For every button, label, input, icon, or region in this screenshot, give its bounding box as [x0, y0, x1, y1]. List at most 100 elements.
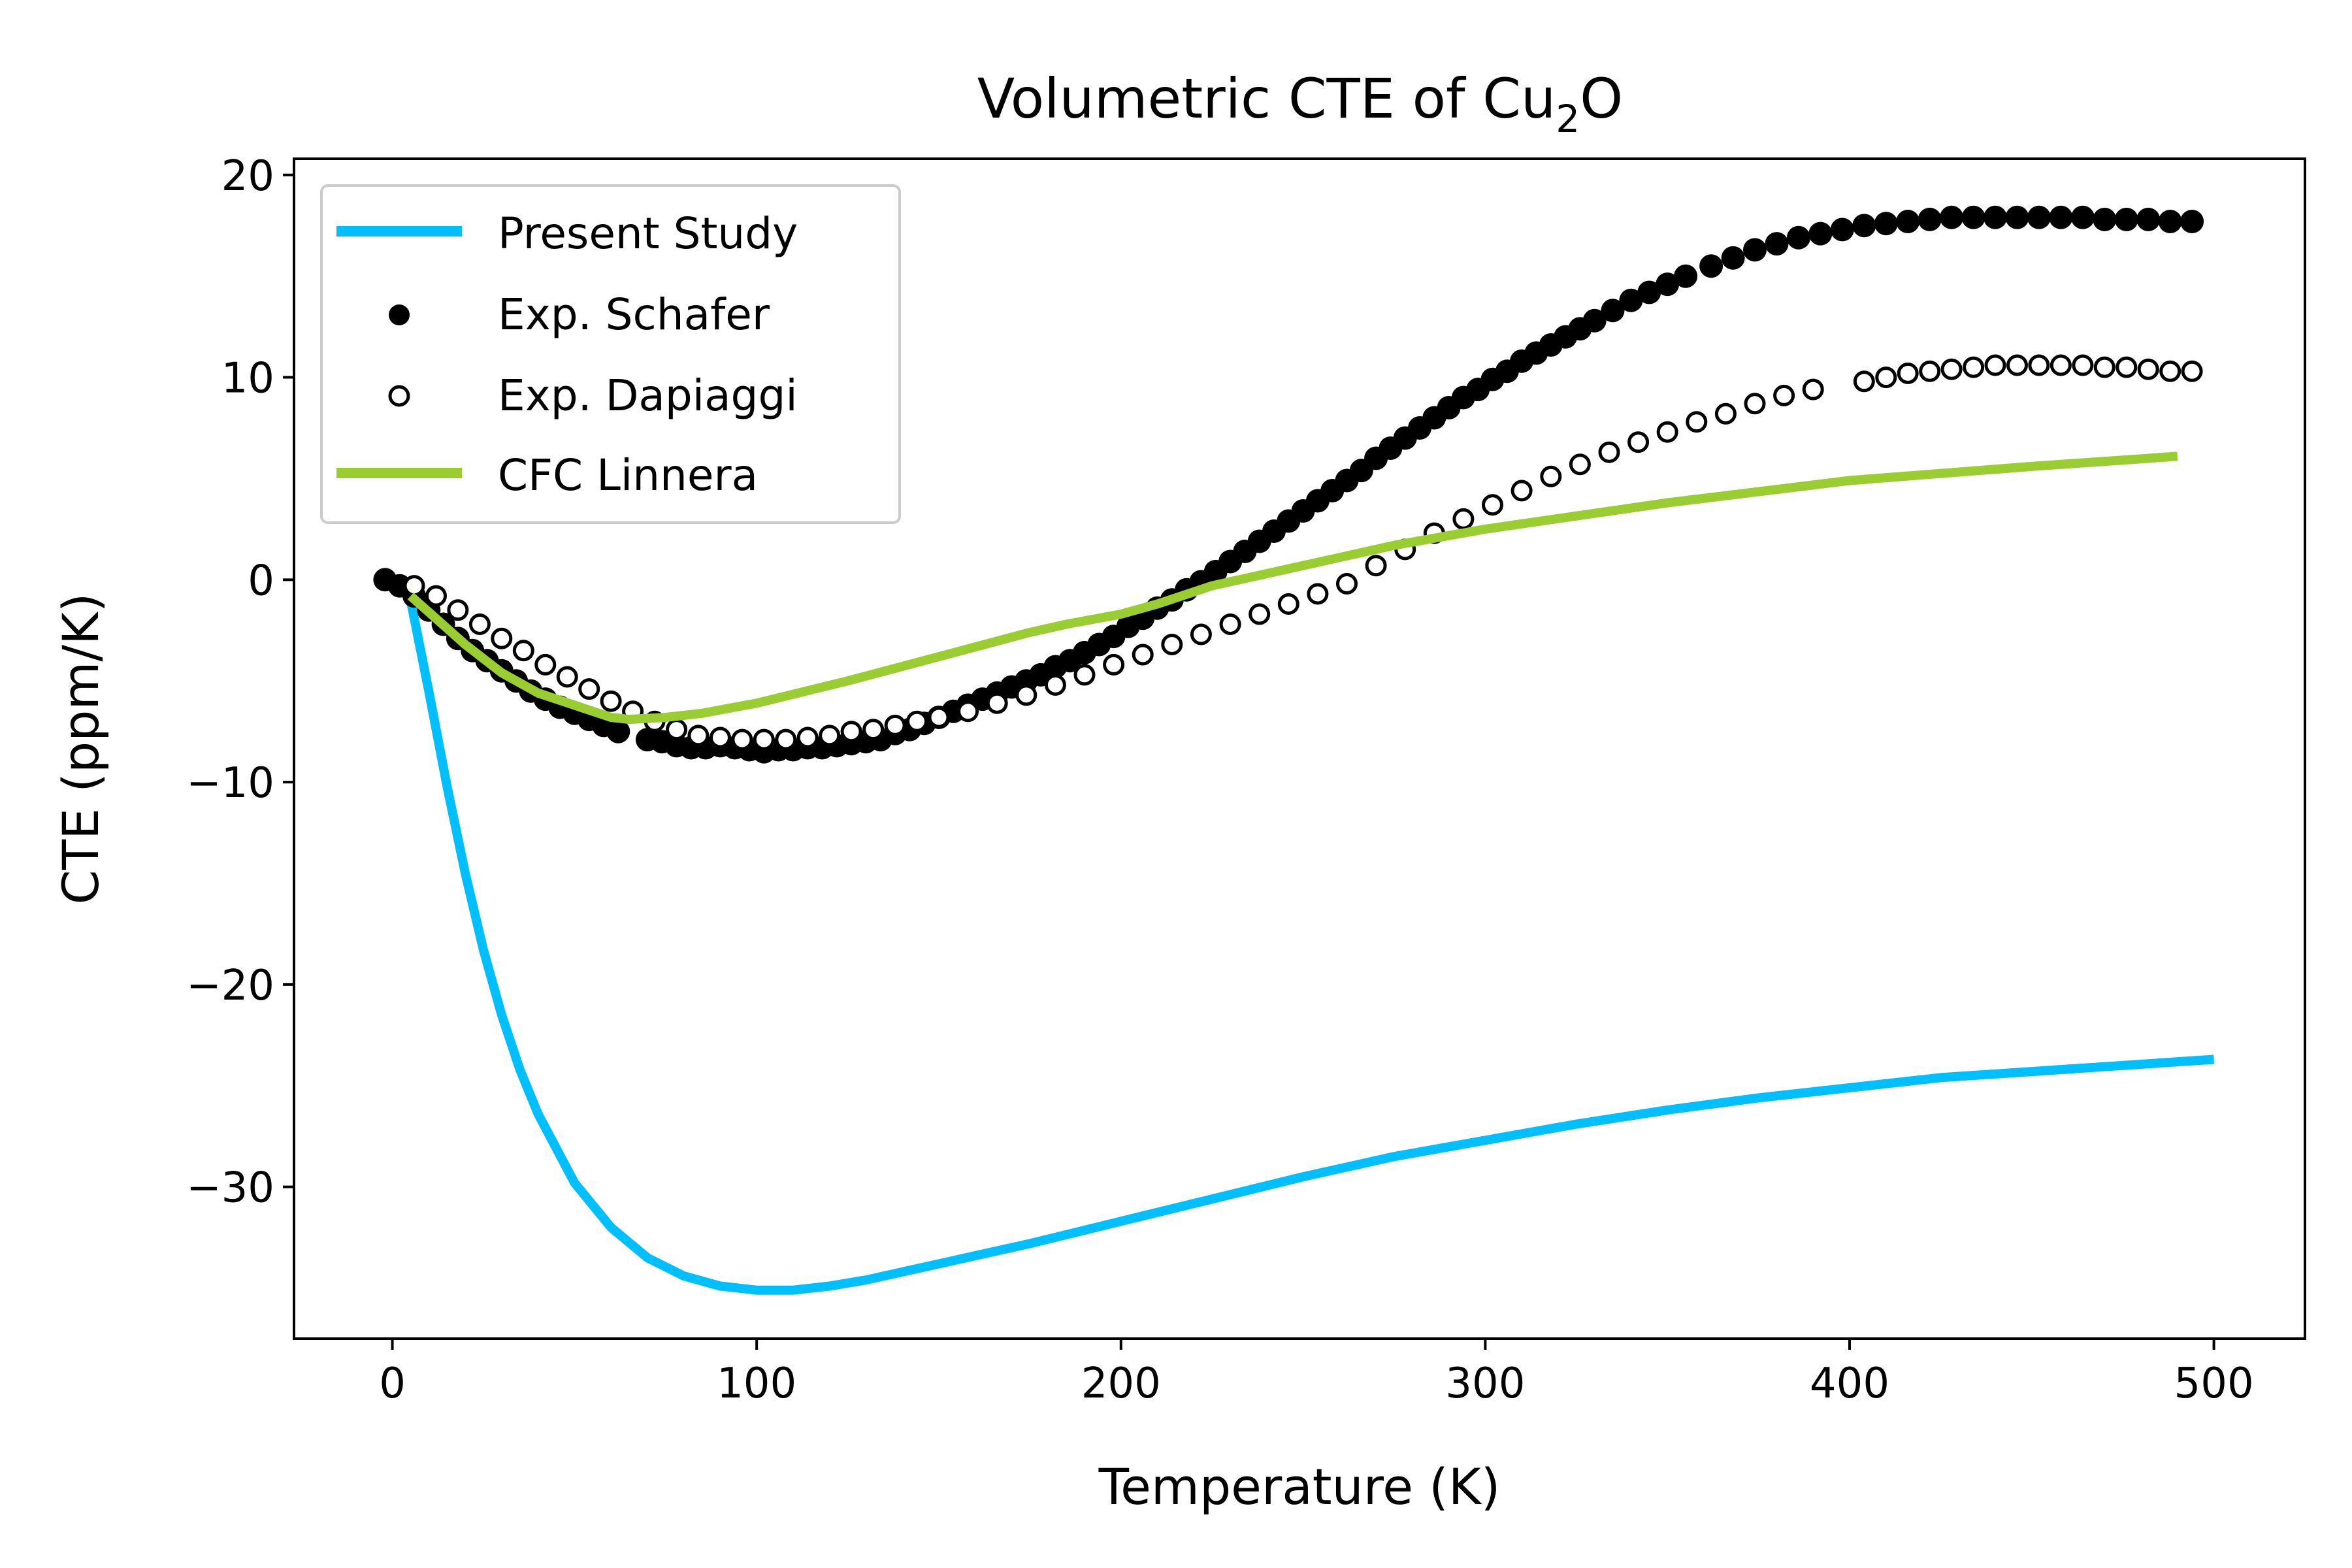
point-exp-dapiaggi	[2137, 358, 2159, 380]
point-exp-schafer	[2180, 210, 2204, 233]
point-exp-dapiaggi	[600, 690, 622, 712]
point-exp-schafer	[2005, 205, 2029, 229]
point-exp-dapiaggi	[1569, 453, 1591, 476]
point-exp-dapiaggi	[1482, 494, 1503, 516]
point-exp-dapiaggi	[957, 700, 979, 723]
point-exp-dapiaggi	[512, 640, 534, 662]
point-exp-schafer	[1961, 205, 1985, 229]
point-exp-schafer	[1874, 212, 1898, 236]
point-exp-schafer	[1743, 238, 1767, 262]
point-exp-dapiaggi	[1686, 411, 1708, 433]
y-tick-label: 20	[221, 152, 274, 201]
point-exp-dapiaggi	[709, 727, 731, 749]
x-tick-label: 100	[717, 1360, 796, 1408]
point-exp-schafer	[1984, 205, 2007, 229]
point-exp-schafer	[2158, 210, 2182, 233]
point-exp-dapiaggi	[1744, 393, 1766, 415]
point-exp-dapiaggi	[578, 678, 600, 700]
point-exp-dapiaggi	[1919, 360, 1941, 382]
chart-title: Volumetric CTE of Cu2O	[977, 67, 1623, 141]
point-exp-dapiaggi	[1103, 653, 1125, 676]
point-exp-dapiaggi	[731, 728, 753, 751]
point-exp-schafer	[1765, 232, 1789, 256]
point-exp-dapiaggi	[1307, 583, 1329, 605]
point-exp-dapiaggi	[2159, 360, 2181, 382]
x-tick-label: 300	[1445, 1360, 1525, 1408]
point-exp-schafer	[1637, 280, 1661, 304]
point-exp-dapiaggi	[928, 706, 950, 728]
point-exp-dapiaggi	[1044, 674, 1066, 696]
legend-label-present-study: Present Study	[498, 208, 798, 259]
point-exp-dapiaggi	[1161, 634, 1183, 655]
axes-frame	[293, 157, 2306, 1340]
point-exp-dapiaggi	[1190, 623, 1212, 645]
point-exp-dapiaggi	[1249, 603, 1271, 625]
point-exp-schafer	[1619, 288, 1643, 312]
point-exp-schafer	[2027, 205, 2051, 229]
point-exp-schafer	[606, 719, 630, 743]
point-exp-dapiaggi	[1773, 384, 1795, 406]
y-tick-label: −30	[186, 1164, 274, 1213]
y-tick-label: −10	[186, 759, 274, 808]
x-tick-label: 0	[379, 1360, 406, 1408]
point-exp-dapiaggi	[1452, 508, 1475, 530]
point-exp-dapiaggi	[1511, 480, 1533, 502]
point-exp-dapiaggi	[2181, 360, 2203, 382]
point-exp-schafer	[1940, 205, 1964, 229]
point-exp-dapiaggi	[1984, 354, 2006, 376]
point-exp-dapiaggi	[1336, 573, 1358, 595]
point-exp-schafer	[1786, 225, 1810, 250]
point-exp-schafer	[1721, 246, 1745, 270]
point-exp-schafer	[1601, 299, 1625, 323]
point-exp-schafer	[1582, 308, 1607, 333]
y-tick-label: 10	[221, 355, 274, 403]
point-exp-dapiaggi	[1540, 465, 1562, 487]
point-exp-dapiaggi	[1015, 684, 1037, 706]
y-axis: −30 −20 −10 0 10 20	[186, 152, 294, 1213]
point-exp-dapiaggi	[1627, 431, 1650, 453]
point-exp-dapiaggi	[556, 666, 578, 688]
point-exp-schafer	[2093, 207, 2117, 231]
point-exp-dapiaggi	[687, 725, 710, 747]
point-exp-dapiaggi	[1365, 555, 1387, 577]
point-exp-dapiaggi	[491, 627, 513, 649]
legend-swatch-exp-schafer	[389, 304, 410, 325]
point-exp-schafer	[2049, 205, 2073, 229]
point-exp-dapiaggi	[1132, 644, 1154, 666]
chart-title-suffix: O	[1580, 67, 1623, 131]
point-exp-schafer	[2070, 205, 2095, 229]
point-exp-schafer	[1852, 214, 1876, 238]
point-exp-schafer	[1896, 210, 1920, 233]
point-exp-dapiaggi	[775, 728, 797, 751]
point-exp-dapiaggi	[1963, 356, 1985, 378]
x-axis: 0 100 200 300 400 500	[379, 1339, 2254, 1408]
x-axis-label: Temperature (K)	[1098, 1458, 1501, 1516]
point-exp-schafer	[1674, 264, 1698, 288]
point-exp-dapiaggi	[1714, 402, 1737, 425]
legend-swatch-exp-dapiaggi	[388, 385, 410, 407]
point-exp-dapiaggi	[666, 719, 687, 741]
y-axis-label: CTE (ppm/K)	[52, 593, 110, 905]
point-exp-dapiaggi	[1897, 362, 1919, 384]
legend-label-exp-dapiaggi: Exp. Dapiaggi	[498, 370, 798, 421]
point-exp-schafer	[1918, 207, 1942, 231]
point-exp-dapiaggi	[840, 721, 862, 743]
legend-box	[320, 184, 901, 524]
point-exp-dapiaggi	[1875, 367, 1897, 389]
point-exp-dapiaggi	[796, 727, 819, 749]
point-exp-dapiaggi	[425, 585, 447, 607]
x-tick-label: 400	[1810, 1360, 1889, 1408]
point-exp-dapiaggi	[1598, 441, 1620, 463]
point-exp-dapiaggi	[468, 613, 491, 635]
point-exp-dapiaggi	[906, 710, 928, 732]
point-exp-dapiaggi	[2006, 354, 2028, 376]
series-line-cfc-linnera	[407, 451, 2178, 725]
point-exp-dapiaggi	[862, 719, 885, 741]
point-exp-dapiaggi	[819, 725, 841, 747]
series-line-present-study	[406, 598, 2215, 1295]
y-tick-label: 0	[248, 557, 274, 605]
point-exp-dapiaggi	[2050, 354, 2072, 376]
point-exp-dapiaggi	[2093, 356, 2115, 378]
point-exp-dapiaggi	[1802, 378, 1824, 400]
